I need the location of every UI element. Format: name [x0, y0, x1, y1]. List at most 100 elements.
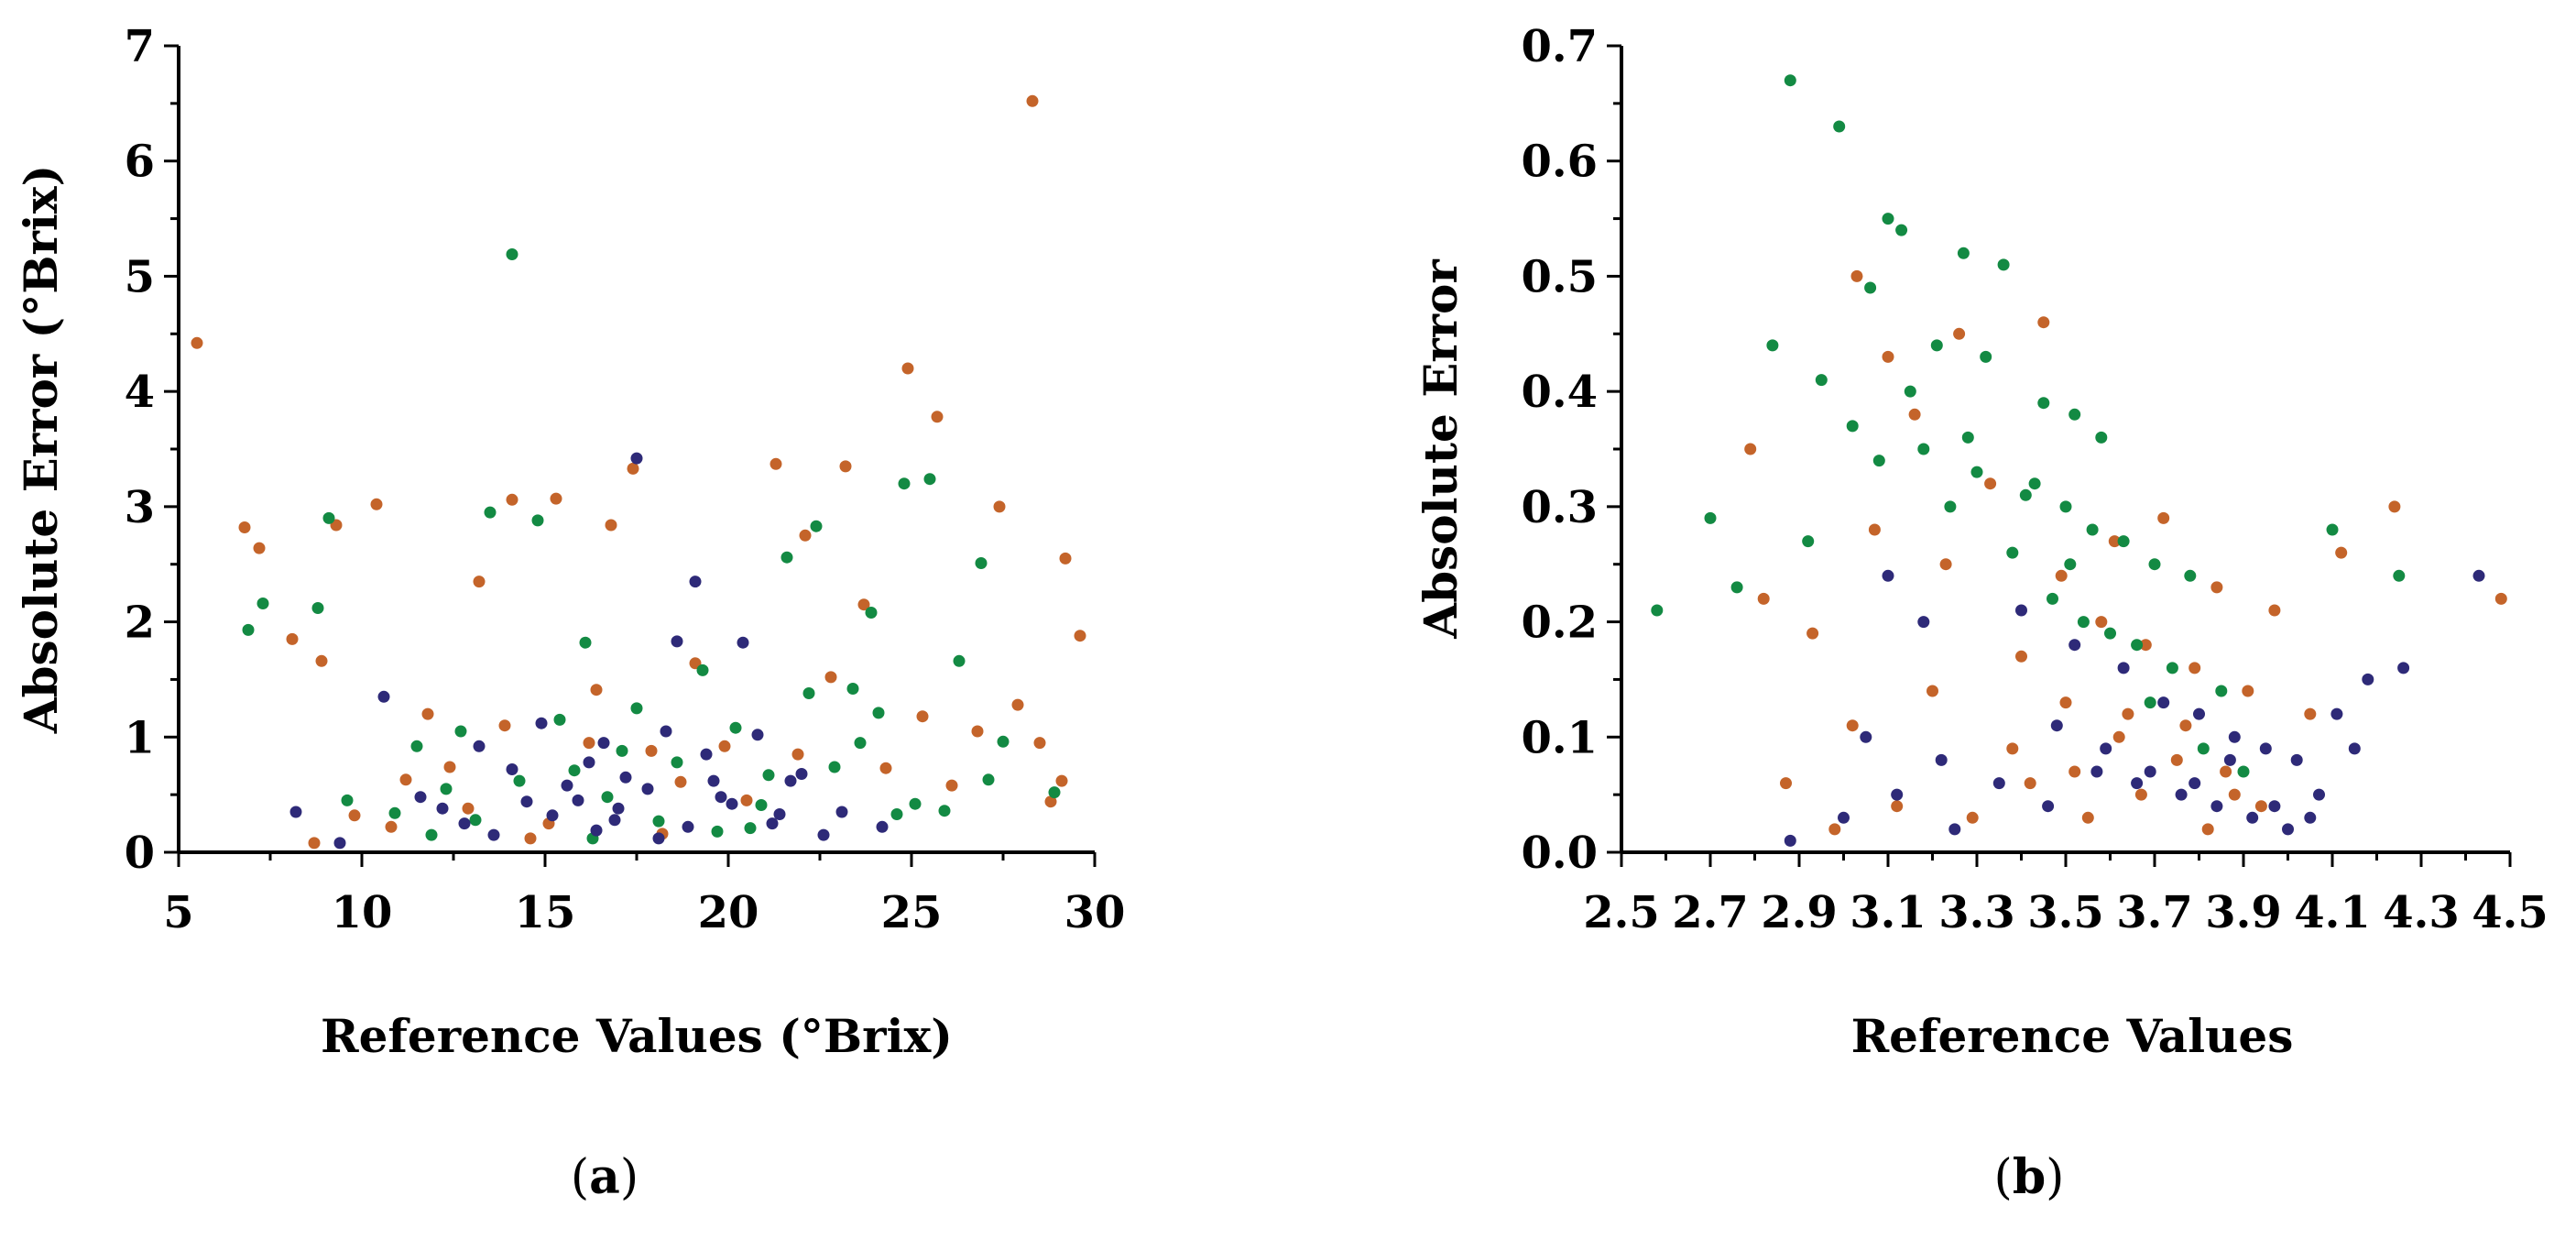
data-point — [2068, 639, 2081, 652]
data-point — [553, 713, 566, 726]
data-point — [1059, 552, 1072, 565]
data-point — [2282, 823, 2294, 836]
data-point — [612, 802, 625, 815]
data-point — [802, 687, 815, 699]
data-point — [707, 774, 720, 787]
data-point — [854, 737, 867, 750]
data-point — [616, 744, 628, 757]
y-tick-label: 0 — [125, 828, 155, 879]
data-point — [513, 774, 526, 787]
data-point — [473, 576, 486, 588]
data-point — [531, 514, 544, 527]
data-point — [506, 763, 518, 775]
data-point — [2131, 639, 2144, 652]
data-point — [1033, 737, 1046, 750]
data-point — [2157, 511, 2170, 524]
data-point — [689, 576, 702, 588]
data-point — [766, 817, 779, 830]
data-point — [773, 808, 786, 820]
data-point — [377, 690, 390, 703]
data-point — [2189, 777, 2201, 790]
y-tick-label: 0.3 — [1521, 482, 1598, 533]
data-point — [879, 762, 892, 774]
data-point — [2015, 650, 2027, 663]
data-point — [1846, 420, 1859, 433]
data-point — [1833, 120, 1846, 133]
y-tick-label: 0.6 — [1521, 137, 1598, 188]
x-tick-label: 2.9 — [1761, 887, 1838, 938]
data-point — [605, 519, 617, 532]
data-point — [2179, 719, 2192, 732]
data-point — [568, 764, 581, 777]
data-point — [1966, 811, 1979, 824]
x-tick-label: 2.5 — [1583, 887, 1660, 938]
data-point — [1757, 592, 1770, 605]
data-point — [923, 473, 936, 486]
data-point — [824, 671, 837, 684]
data-point — [1882, 569, 1894, 582]
data-point — [506, 493, 518, 506]
scatter-points-b — [1651, 74, 2507, 847]
data-point — [590, 684, 603, 696]
data-point — [2006, 742, 2019, 755]
data-point — [2077, 616, 2090, 629]
data-point — [601, 791, 614, 804]
x-tick-label: 3.3 — [1938, 887, 2015, 938]
data-point — [1860, 730, 1872, 743]
data-point — [1882, 350, 1894, 363]
data-point — [1055, 774, 1068, 787]
y-tick-label: 0.5 — [1521, 251, 1598, 302]
data-point — [2184, 569, 2197, 582]
data-point — [1766, 339, 1779, 352]
data-point — [2210, 581, 2223, 594]
x-tick-label: 4.3 — [2383, 887, 2460, 938]
data-point — [421, 707, 434, 720]
x-tick-label: 5 — [163, 887, 193, 938]
data-point — [1780, 777, 1792, 790]
y-tick-label: 0.4 — [1521, 367, 1598, 418]
data-point — [2042, 800, 2055, 813]
data-point — [2139, 639, 2152, 652]
data-point — [1730, 581, 1743, 594]
data-point — [242, 623, 255, 636]
data-point — [1828, 823, 1841, 836]
data-point — [388, 806, 401, 819]
data-point — [257, 598, 269, 609]
data-point — [2189, 662, 2201, 674]
data-point — [1784, 834, 1796, 847]
data-point — [1904, 385, 1916, 398]
data-point — [2050, 719, 2063, 732]
data-point — [520, 795, 533, 808]
data-point — [2019, 488, 2032, 501]
data-point — [619, 771, 632, 784]
data-point — [2220, 765, 2232, 778]
data-point — [2228, 730, 2241, 743]
data-point — [1802, 535, 1815, 548]
data-point — [2006, 546, 2019, 559]
data-point — [469, 814, 482, 827]
data-point — [2170, 753, 2183, 766]
y-tick-label: 0.1 — [1521, 712, 1598, 763]
data-point — [627, 462, 639, 475]
data-point — [2122, 707, 2134, 720]
data-point — [901, 362, 914, 375]
x-tick-label: 10 — [332, 887, 393, 938]
data-point — [682, 820, 694, 833]
data-point — [289, 806, 302, 818]
panel-label-b-close-paren: ) — [2046, 1150, 2064, 1205]
data-point — [2090, 765, 2103, 778]
x-tick-label: 3.9 — [2205, 887, 2282, 938]
x-axis-title-b: Reference Values — [1851, 1009, 2294, 1063]
data-point — [744, 822, 757, 835]
data-point — [2095, 616, 2108, 629]
data-point — [2237, 765, 2250, 778]
data-point — [506, 248, 518, 260]
x-tick-label: 4.5 — [2472, 887, 2549, 938]
data-point — [872, 707, 885, 719]
data-point — [2144, 696, 2156, 709]
data-point — [645, 744, 658, 757]
data-point — [890, 808, 903, 820]
data-point — [674, 775, 687, 788]
panel-label-b-open-paren: ( — [1994, 1150, 2013, 1205]
data-point — [817, 828, 830, 841]
